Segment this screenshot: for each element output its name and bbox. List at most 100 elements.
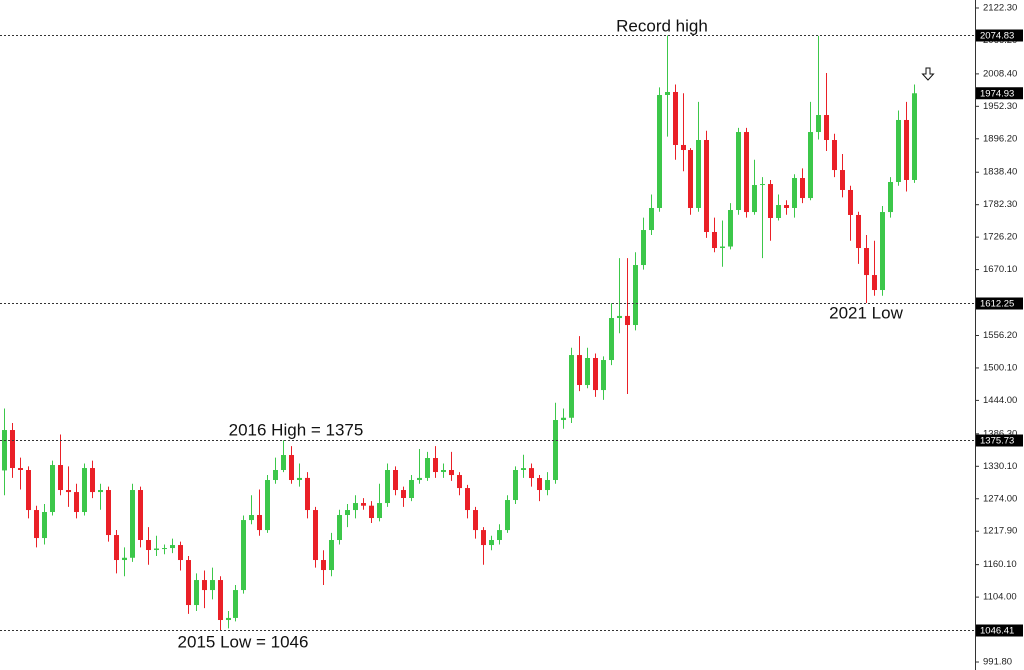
candle-body — [273, 470, 278, 481]
price-label: 1612.25 — [976, 297, 1023, 310]
price-label: 1046.41 — [976, 624, 1023, 637]
candle-body — [433, 458, 438, 473]
candle-body — [497, 530, 502, 541]
y-tick-label: 1386.30 — [983, 428, 1017, 439]
level-labels: 2074.83 1612.25 1375.73 1046.41 1974.93 — [976, 29, 1023, 637]
candle-body — [289, 455, 294, 481]
candle-body — [233, 590, 238, 618]
candle-body — [170, 545, 175, 549]
price-label-text: 1612.25 — [980, 299, 1014, 310]
candle-body — [369, 505, 374, 519]
candle-body — [210, 580, 215, 591]
candle-body — [162, 548, 167, 550]
y-tick-label: 2122.30 — [983, 2, 1017, 13]
y-tick-label: 991.80 — [983, 657, 1012, 668]
candle-body — [744, 132, 749, 213]
candle-body — [665, 91, 670, 95]
y-tick-label: 1104.00 — [983, 592, 1017, 603]
candle-body — [856, 214, 861, 249]
candle-body — [249, 515, 254, 521]
y-tick-label: 1217.90 — [983, 526, 1017, 537]
candle-body — [441, 470, 446, 473]
candle-body — [50, 465, 55, 513]
candle-body — [10, 430, 15, 469]
candle-body — [657, 94, 662, 208]
candle-body — [752, 185, 757, 213]
candle-body — [218, 580, 223, 621]
candle-body — [720, 246, 725, 249]
candle-body — [704, 140, 709, 232]
candle-body — [872, 275, 877, 291]
candle-body — [130, 490, 135, 558]
candle-body — [848, 189, 853, 215]
y-tick-label: 1500.10 — [983, 362, 1017, 373]
candle-body — [776, 205, 781, 218]
y-tick-label: 1670.10 — [983, 264, 1017, 275]
candle-body — [800, 178, 805, 199]
candle-body — [353, 503, 358, 511]
candle-body — [585, 357, 590, 386]
candle-body — [537, 478, 542, 491]
candle-body — [361, 503, 366, 506]
candle-body — [553, 420, 558, 481]
y-tick-label: 1782.30 — [983, 199, 1017, 210]
candle-body — [681, 144, 686, 151]
candle-body — [82, 468, 87, 513]
candle-body — [609, 318, 614, 361]
candle-body — [377, 503, 382, 519]
y-tick-label: 1952.30 — [983, 101, 1017, 112]
candle-body — [521, 468, 526, 471]
candle-body — [760, 184, 765, 186]
candle-body — [138, 490, 143, 541]
candle-body — [840, 170, 845, 190]
candle-body — [569, 355, 574, 418]
y-tick-label: 1896.20 — [983, 133, 1017, 144]
candle-body — [577, 355, 582, 386]
candle-body — [66, 490, 71, 493]
y-tick-label: 1838.40 — [983, 167, 1017, 178]
candle-body — [337, 515, 342, 541]
candle-body — [26, 470, 31, 511]
y-tick-label: 1726.20 — [983, 232, 1017, 243]
candle-body — [768, 184, 773, 218]
candle-body — [481, 530, 486, 546]
candle-body — [864, 248, 869, 276]
candle-body — [792, 178, 797, 208]
candle-body — [545, 480, 550, 491]
candle-body — [625, 315, 630, 326]
candle-body — [641, 230, 646, 266]
candle-body — [457, 475, 462, 489]
candle-body — [513, 470, 518, 501]
candle-body — [904, 119, 909, 180]
candle-body — [808, 132, 813, 199]
candle-body — [832, 140, 837, 171]
candle-body — [896, 119, 901, 183]
candle-body — [106, 490, 111, 536]
candle-body — [18, 468, 23, 471]
y-tick-label: 1330.10 — [983, 461, 1017, 472]
candle-body — [417, 477, 422, 481]
candle-body — [345, 510, 350, 516]
candle-body — [449, 470, 454, 476]
candle-body — [473, 510, 478, 531]
candle-body — [114, 535, 119, 561]
candle-body — [329, 540, 334, 571]
candle-body — [257, 515, 262, 531]
candle-body — [880, 212, 885, 291]
up-arrow-icon — [921, 67, 935, 81]
candle-body — [465, 488, 470, 511]
candle-body — [297, 477, 302, 481]
candle-body — [696, 140, 701, 208]
candle-body — [122, 557, 127, 561]
candle-body — [305, 477, 310, 511]
candle-body — [186, 560, 191, 606]
candle-body — [409, 480, 414, 499]
candle-body — [736, 132, 741, 211]
candle-body — [74, 492, 79, 513]
annotation: 2021 Low — [829, 303, 903, 322]
price-axis: 2122.302066.202008.401952.301896.201838.… — [975, 2, 1017, 668]
candle-body — [425, 458, 430, 478]
candle-body — [633, 265, 638, 326]
